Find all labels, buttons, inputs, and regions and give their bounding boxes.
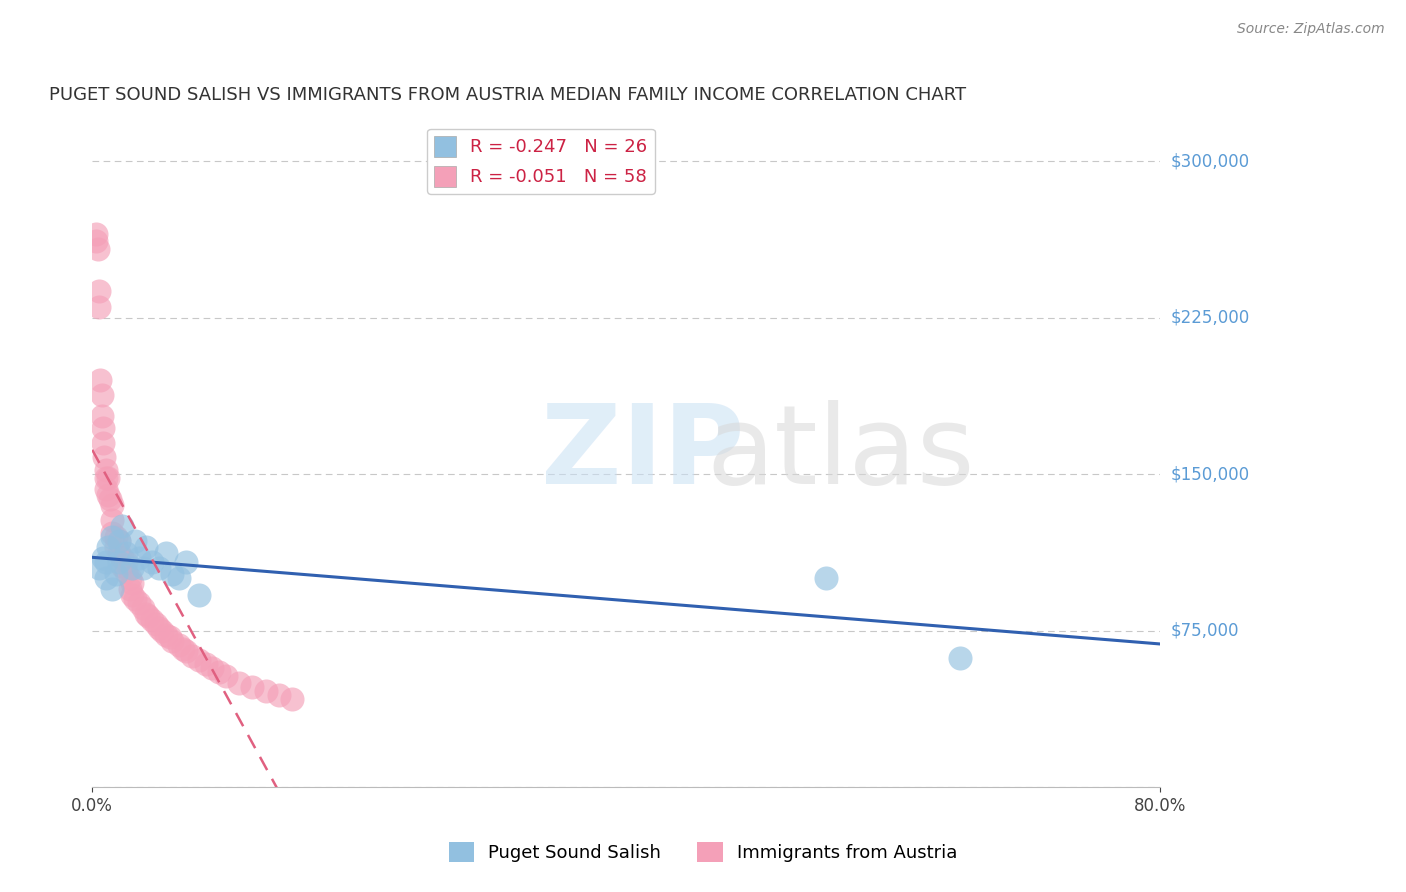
- Point: [949, 650, 972, 665]
- Point: [172, 642, 194, 657]
- Legend: Puget Sound Salish, Immigrants from Austria: Puget Sound Salish, Immigrants from Aust…: [441, 834, 965, 870]
- Point: [228, 675, 250, 690]
- Point: [128, 596, 150, 610]
- Point: [201, 661, 224, 675]
- Point: [242, 680, 264, 694]
- Point: [91, 436, 114, 450]
- Point: [114, 546, 136, 560]
- Point: [110, 519, 132, 533]
- Point: [815, 571, 838, 585]
- Point: [98, 492, 121, 507]
- Point: [162, 567, 184, 582]
- Text: ZIP: ZIP: [541, 400, 744, 507]
- Point: [114, 555, 136, 569]
- Point: [135, 607, 157, 621]
- Text: $150,000: $150,000: [1171, 465, 1250, 483]
- Point: [114, 565, 136, 579]
- Point: [105, 540, 128, 554]
- Point: [128, 550, 150, 565]
- Point: [267, 688, 290, 702]
- Point: [84, 234, 107, 248]
- Point: [118, 582, 141, 596]
- Point: [167, 638, 190, 652]
- Point: [124, 533, 146, 548]
- Point: [94, 482, 117, 496]
- Point: [188, 653, 211, 667]
- Point: [108, 533, 131, 548]
- Point: [97, 471, 120, 485]
- Point: [87, 561, 110, 575]
- Point: [93, 450, 115, 465]
- Point: [121, 561, 143, 575]
- Point: [87, 301, 110, 315]
- Point: [135, 540, 157, 554]
- Point: [101, 499, 124, 513]
- Point: [110, 558, 132, 573]
- Point: [174, 644, 197, 658]
- Point: [94, 463, 117, 477]
- Point: [86, 242, 108, 256]
- Text: $75,000: $75,000: [1171, 622, 1240, 640]
- Point: [167, 571, 190, 585]
- Text: $225,000: $225,000: [1171, 309, 1250, 326]
- Point: [254, 684, 277, 698]
- Point: [84, 227, 107, 242]
- Point: [91, 550, 114, 565]
- Point: [110, 550, 132, 565]
- Point: [145, 617, 167, 632]
- Point: [150, 624, 173, 638]
- Point: [101, 513, 124, 527]
- Point: [101, 530, 124, 544]
- Point: [215, 669, 238, 683]
- Point: [159, 630, 181, 644]
- Point: [155, 546, 177, 560]
- Point: [97, 488, 120, 502]
- Point: [132, 600, 155, 615]
- Point: [94, 571, 117, 585]
- Point: [108, 546, 131, 560]
- Point: [94, 471, 117, 485]
- Point: [97, 540, 120, 554]
- Point: [124, 592, 146, 607]
- Text: PUGET SOUND SALISH VS IMMIGRANTS FROM AUSTRIA MEDIAN FAMILY INCOME CORRELATION C: PUGET SOUND SALISH VS IMMIGRANTS FROM AU…: [49, 87, 966, 104]
- Point: [141, 613, 163, 627]
- Text: $300,000: $300,000: [1171, 153, 1250, 170]
- Point: [105, 567, 128, 582]
- Point: [108, 555, 131, 569]
- Legend: R = -0.247   N = 26, R = -0.051   N = 58: R = -0.247 N = 26, R = -0.051 N = 58: [427, 128, 655, 194]
- Point: [148, 561, 170, 575]
- Point: [194, 657, 217, 671]
- Point: [118, 571, 141, 585]
- Point: [90, 388, 112, 402]
- Point: [208, 665, 231, 680]
- Point: [90, 409, 112, 423]
- Text: Source: ZipAtlas.com: Source: ZipAtlas.com: [1237, 22, 1385, 37]
- Point: [101, 582, 124, 596]
- Point: [188, 588, 211, 602]
- Point: [281, 692, 304, 706]
- Point: [94, 555, 117, 569]
- Point: [108, 533, 131, 548]
- Point: [132, 561, 155, 575]
- Point: [136, 608, 159, 623]
- Point: [174, 555, 197, 569]
- Point: [105, 530, 128, 544]
- Point: [148, 622, 170, 636]
- Point: [121, 575, 143, 590]
- Point: [121, 588, 143, 602]
- Point: [141, 555, 163, 569]
- Point: [91, 421, 114, 435]
- Point: [87, 284, 110, 298]
- Point: [89, 373, 111, 387]
- Point: [181, 648, 204, 663]
- Text: atlas: atlas: [706, 400, 974, 507]
- Point: [155, 628, 177, 642]
- Point: [101, 525, 124, 540]
- Point: [162, 634, 184, 648]
